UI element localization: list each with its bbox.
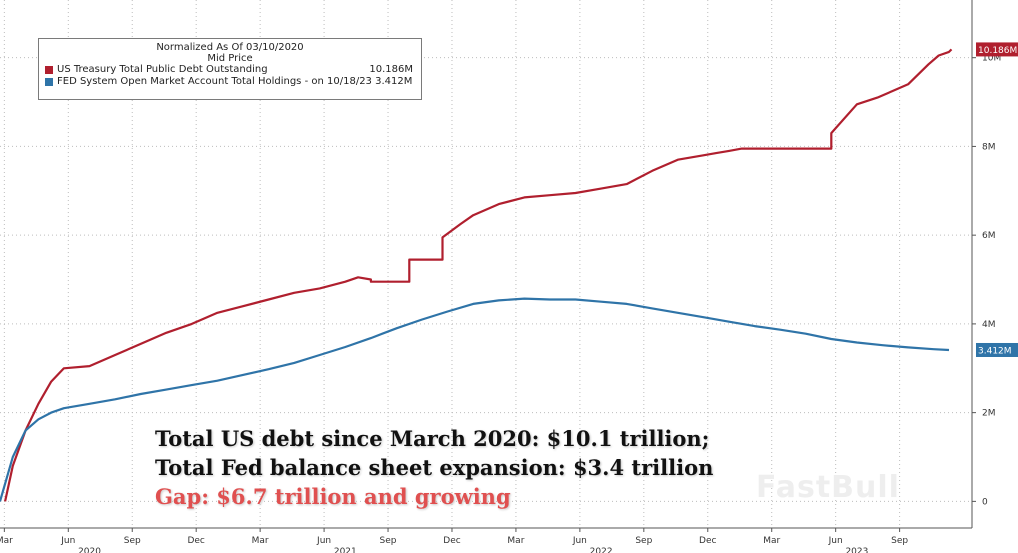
legend-suffix-fed: - on 10/18/23 3.412M <box>304 76 413 87</box>
x-tick-label: Dec <box>443 536 460 546</box>
axis-lines <box>0 0 973 529</box>
x-tick-label: Jun <box>316 536 331 546</box>
debt-last-value-tag <box>976 42 1018 57</box>
legend-name-debt: US Treasury Total Public Debt Outstandin… <box>57 64 268 75</box>
legend-price-label: Mid Price <box>207 53 253 64</box>
x-tick-label: Mar <box>763 536 780 546</box>
y-tick-label: 2M <box>982 409 996 419</box>
y-tick-label: 6M <box>982 231 996 241</box>
x-tick-label: Mar <box>507 536 524 546</box>
y-axis-ticks: 0 2M 4M 6M 8M 10M <box>972 54 1001 507</box>
x-tick-label: Mar <box>252 536 269 546</box>
legend-swatch-debt <box>45 66 53 74</box>
annotation-total-debt: Total US debt since March 2020: $10.1 tr… <box>155 426 710 451</box>
x-year-label: 2022 <box>590 547 613 553</box>
x-tick-label: Sep <box>124 536 141 546</box>
x-tick-label: Dec <box>699 536 716 546</box>
series-end-labels: 10.186M 3.412M <box>976 42 1018 357</box>
series-lines <box>0 48 953 502</box>
x-year-label: 2020 <box>78 547 101 553</box>
x-year-label: 2021 <box>334 547 357 553</box>
y-tick-label: 8M <box>982 142 996 152</box>
watermark-logo: FastBull <box>756 470 900 505</box>
legend-entry-debt: US Treasury Total Public Debt Outstandin… <box>39 64 421 76</box>
debt-last-value-label: 10.186M <box>978 46 1017 56</box>
x-tick-label: Sep <box>635 536 652 546</box>
x-tick-label: Mar <box>0 536 13 546</box>
x-tick-label: Dec <box>187 536 204 546</box>
legend-header: Normalized As Of 03/10/2020 Mid Price <box>39 42 421 64</box>
y-tick-label: 10M <box>982 54 1001 64</box>
fed-last-value-tag <box>976 342 1018 357</box>
legend-value-debt: 10.186M <box>369 64 413 75</box>
y-tick-label: 4M <box>982 320 996 330</box>
x-axis-ticks: Mar Jun Sep Dec Mar Jun Sep Dec Mar Jun Sep Dec Mar J… <box>0 528 908 553</box>
legend-normalized-label: Normalized As Of 03/10/2020 <box>156 42 304 53</box>
legend-swatch-fed <box>45 78 53 86</box>
annotation-gap: Gap: $6.7 trillion and growing <box>155 484 511 509</box>
x-year-label: 2023 <box>845 547 868 553</box>
annotation-fed-expansion: Total Fed balance sheet expansion: $3.4 … <box>155 455 714 480</box>
legend-name-fed: FED System Open Market Account Total Hol… <box>57 76 302 87</box>
x-tick-label: Sep <box>380 536 397 546</box>
fed-series-line <box>0 297 950 502</box>
fed-last-value-label: 3.412M <box>978 346 1012 356</box>
x-tick-label: Sep <box>891 536 908 546</box>
x-tick-label: Jun <box>828 536 843 546</box>
debt-series-line <box>4 48 953 502</box>
x-tick-label: Jun <box>60 536 75 546</box>
x-tick-label: Jun <box>572 536 587 546</box>
legend-entry-fed: FED System Open Market Account Total Hol… <box>39 76 421 88</box>
legend: Normalized As Of 03/10/2020 Mid Price US… <box>38 38 422 100</box>
y-tick-label: 0 <box>982 497 988 507</box>
